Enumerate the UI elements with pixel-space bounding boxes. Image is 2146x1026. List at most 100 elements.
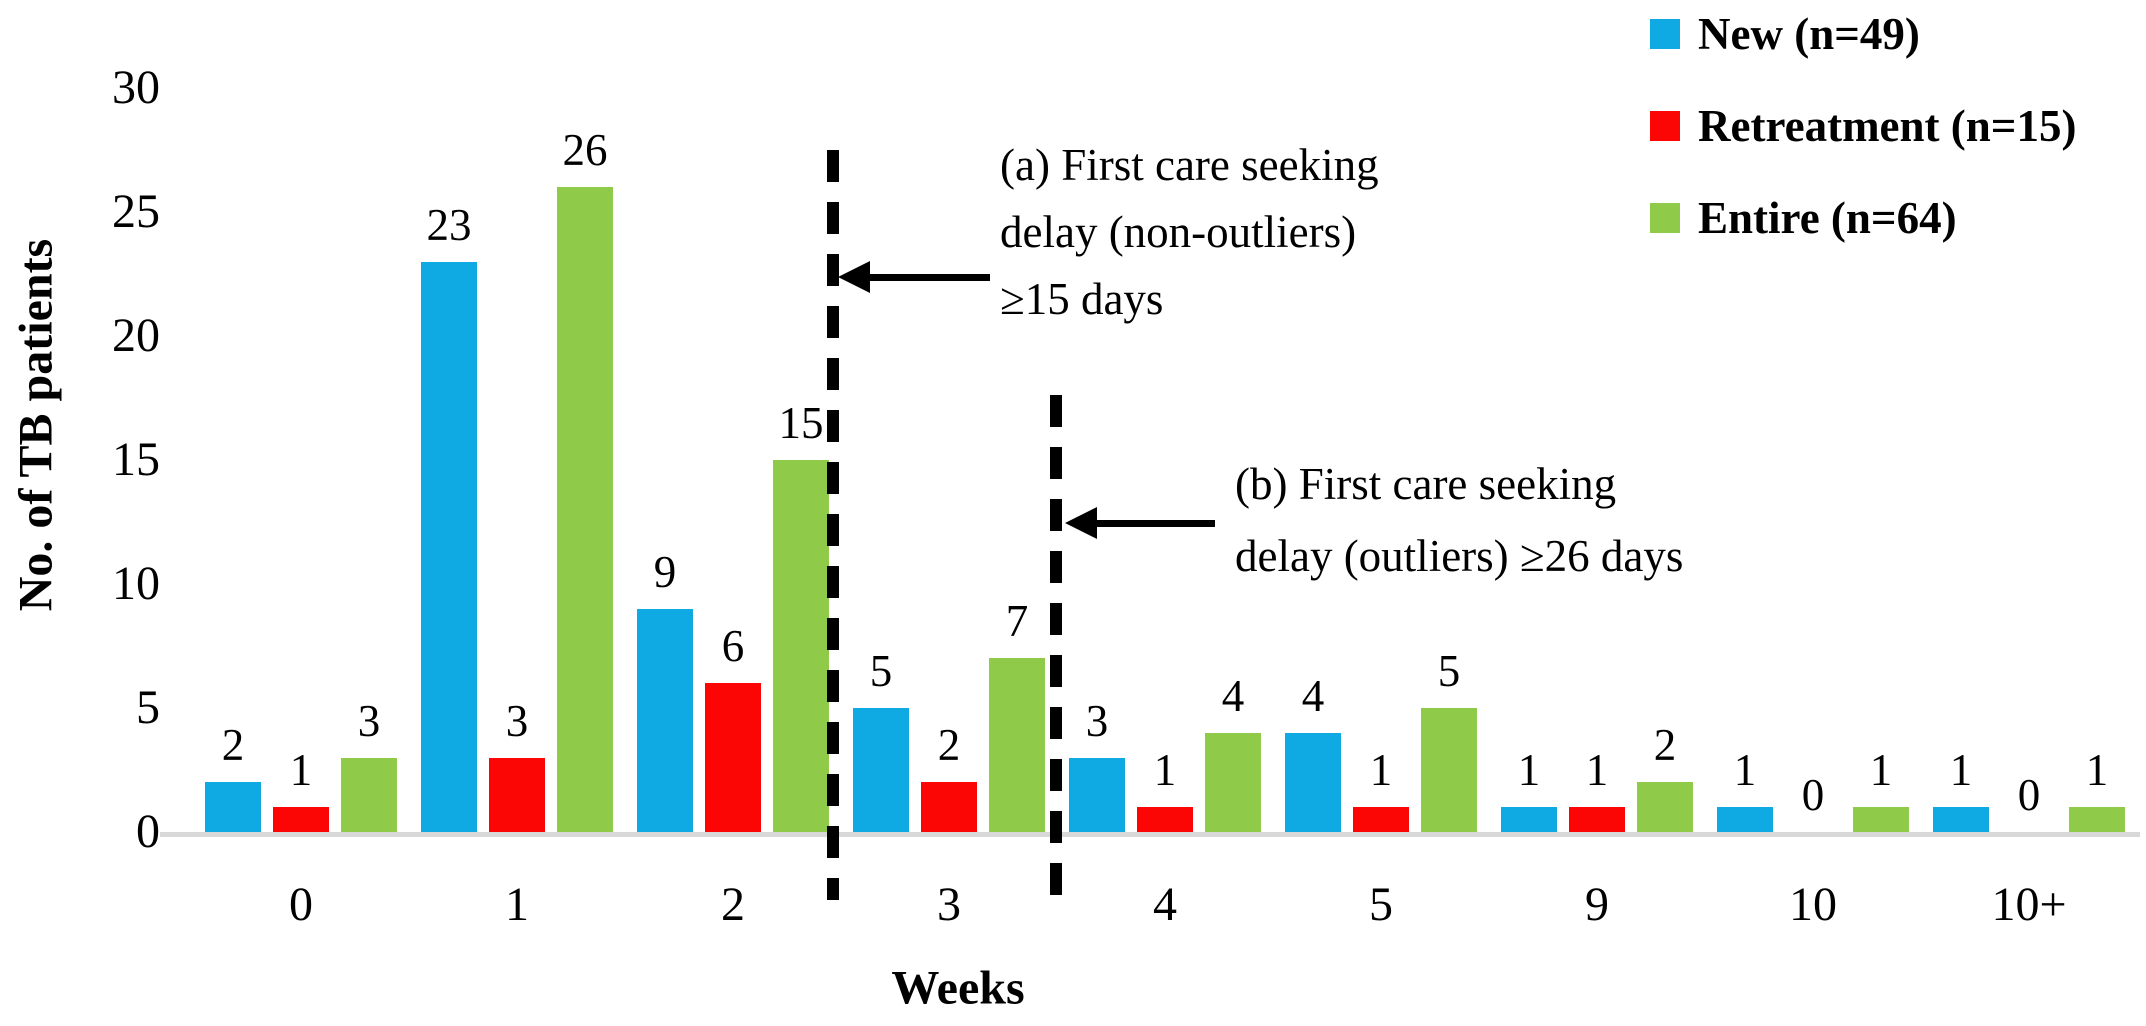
bar-value-label: 5: [1437, 646, 1461, 696]
x-tick-label: 3: [937, 878, 961, 931]
cutoff-line-outliers: [1050, 395, 1062, 900]
y-tick-label: 15: [112, 433, 160, 486]
bar-slot: 7: [989, 88, 1045, 832]
annotation-a-text: (a) First care seeking delay (non-outlier…: [1000, 132, 1379, 333]
bar-value-label: 1: [1517, 745, 1541, 796]
annotation-b-arrow-line: [1095, 520, 1215, 527]
x-tick-label: 10+: [1991, 878, 2067, 931]
bar-slot: 5: [1421, 88, 1477, 832]
bar-value-label: 2: [221, 720, 245, 771]
bar-slot: 6: [705, 88, 761, 832]
annotation-line: (a) First care seeking: [1000, 140, 1379, 190]
bar: [421, 261, 477, 832]
x-tick-label: 10: [1789, 878, 1837, 931]
bar: [1285, 732, 1341, 832]
legend-swatch-icon: [1650, 19, 1680, 49]
x-axis-title: Weeks: [891, 961, 1025, 1015]
bar: [773, 460, 829, 832]
bar: [705, 683, 761, 832]
bar: [989, 658, 1045, 832]
x-tick-label: 2: [721, 878, 745, 931]
bar-slot: 2: [205, 88, 261, 832]
bar-slot: 1: [1501, 88, 1557, 832]
legend-swatch-icon: [1650, 111, 1680, 141]
bar-value-label: 3: [357, 695, 381, 746]
annotation-line: delay (non-outliers): [1000, 207, 1357, 257]
x-tick-label: 1: [505, 878, 529, 931]
legend: New (n=49) Retreatment (n=15) Entire (n=64…: [1650, 6, 2076, 246]
legend-label: Retreatment (n=15): [1698, 101, 2077, 151]
x-tick-label: 4: [1153, 878, 1177, 931]
bar-value-label: 1: [1153, 745, 1177, 796]
bar-value-label: 23: [426, 199, 472, 250]
legend-row: Retreatment (n=15): [1650, 98, 2076, 154]
bar-value-label: 2: [937, 720, 961, 771]
bar: [921, 782, 977, 832]
annotation-a-arrow-line: [868, 274, 990, 281]
bar-group-week-1: 23 3 26 1: [409, 88, 625, 931]
x-tick-label: 9: [1585, 878, 1609, 931]
bar: [1933, 807, 1989, 832]
bar-group-week-10+: 1 0 1 10+: [1921, 88, 2137, 931]
bar-slot: 2: [1637, 88, 1693, 832]
bar-value-label: 1: [1949, 745, 1973, 796]
bar-slot: 3: [489, 88, 545, 832]
bar-value-label: 26: [562, 125, 608, 176]
bar-group-week-2: 9 6 15 2: [625, 88, 841, 931]
bar: [1637, 782, 1693, 832]
bar-slot: 3: [1069, 88, 1125, 832]
bar-slot: 4: [1205, 88, 1261, 832]
bar-value-label: 4: [1301, 670, 1325, 721]
bar: [1717, 807, 1773, 832]
legend-row: New (n=49): [1650, 6, 2076, 62]
bar: [1137, 807, 1193, 832]
legend-row: Entire (n=64): [1650, 190, 2076, 246]
annotation-b-text: (b) First care seeking delay (outliers) ≥…: [1235, 448, 1683, 592]
bar-slot: 23: [421, 88, 477, 832]
bar-value-label: 0: [2017, 770, 2041, 820]
bar: [1853, 807, 1909, 832]
bar-slot: 1: [1717, 88, 1773, 832]
legend-label: New (n=49): [1698, 9, 1920, 59]
bar-value-label: 1: [2085, 745, 2109, 796]
annotation-line: delay (outliers) ≥26 days: [1235, 531, 1684, 581]
x-axis-line: [160, 832, 2140, 837]
bar-value-label: 15: [778, 398, 824, 448]
bar-group-week-10: 1 0 1 10: [1705, 88, 1921, 931]
y-axis-ticks: 0 5 10 15 20 25 30: [40, 61, 160, 858]
bar: [1421, 708, 1477, 832]
bar-value-label: 1: [289, 745, 313, 796]
y-tick-label: 0: [136, 805, 160, 858]
bar-slot: 4: [1285, 88, 1341, 832]
bar-slot: 0: [1785, 88, 1841, 832]
y-tick-label: 25: [112, 185, 160, 238]
bar: [341, 757, 397, 832]
y-tick-label: 10: [112, 557, 160, 610]
cutoff-line-non-outliers: [827, 150, 839, 900]
bar: [2069, 807, 2125, 832]
bar-slot: 26: [557, 88, 613, 832]
bar-slot: 1: [1569, 88, 1625, 832]
bar-value-label: 3: [1085, 695, 1109, 746]
bar: [637, 608, 693, 832]
bar-slot: 1: [2069, 88, 2125, 832]
bar-value-label: 9: [653, 546, 677, 597]
bar-slot: 2: [921, 88, 977, 832]
bar-slot: 1: [1353, 88, 1409, 832]
bar-value-label: 1: [1369, 745, 1393, 796]
x-tick-label: 5: [1369, 878, 1393, 931]
bar: [1569, 807, 1625, 832]
bar: [273, 807, 329, 832]
bar-value-label: 0: [1801, 770, 1825, 820]
bar-slot: 0: [2001, 88, 2057, 832]
bar-value-label: 7: [1005, 596, 1029, 647]
bar-value-label: 1: [1733, 745, 1757, 796]
legend-swatch-icon: [1650, 203, 1680, 233]
bar-slot: 1: [1933, 88, 1989, 832]
bar-slot: 1: [1137, 88, 1193, 832]
